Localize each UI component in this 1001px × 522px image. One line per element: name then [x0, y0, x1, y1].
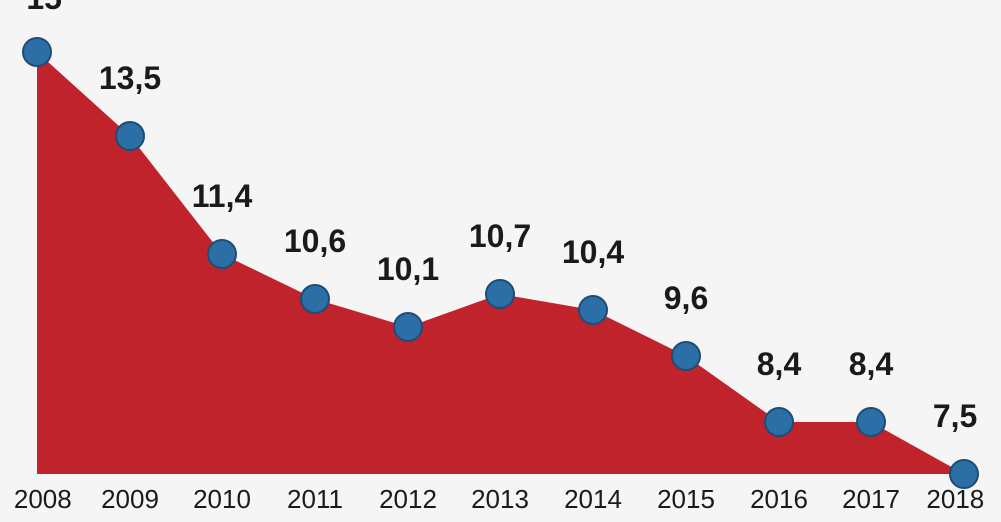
x-axis-label: 2012 [379, 484, 437, 515]
x-axis-label: 2017 [842, 484, 900, 515]
data-marker [765, 408, 793, 436]
data-marker [394, 313, 422, 341]
data-marker [857, 408, 885, 436]
x-axis-label: 2016 [750, 484, 808, 515]
value-label: 10,4 [562, 234, 624, 271]
value-label: 10,6 [284, 223, 346, 260]
x-axis-label: 2008 [14, 484, 72, 515]
data-marker [672, 342, 700, 370]
value-label: 10,7 [469, 218, 531, 255]
x-axis-label: 2010 [193, 484, 251, 515]
value-label: 10,1 [377, 251, 439, 288]
area-fill [37, 52, 964, 474]
value-label: 9,6 [664, 280, 708, 317]
value-label: 7,5 [933, 398, 977, 435]
value-label: 15 [26, 0, 62, 17]
x-axis-label: 2015 [657, 484, 715, 515]
area-line-chart: 15 2008 13,5 2009 11,4 2010 10,6 2011 10,1 2012 10… [0, 0, 1001, 522]
x-axis-label: 2014 [564, 484, 622, 515]
data-marker [116, 122, 144, 150]
value-label: 8,4 [757, 346, 801, 383]
data-marker [23, 38, 51, 66]
data-marker [486, 280, 514, 308]
data-marker [579, 296, 607, 324]
value-label: 13,5 [99, 60, 161, 97]
x-axis-label: 2018 [926, 484, 984, 515]
data-marker [208, 240, 236, 268]
data-marker [301, 285, 329, 313]
value-label: 11,4 [192, 178, 253, 215]
x-axis-label: 2013 [471, 484, 529, 515]
x-axis-label: 2011 [287, 484, 343, 515]
value-label: 8,4 [849, 346, 893, 383]
x-axis-label: 2009 [101, 484, 159, 515]
